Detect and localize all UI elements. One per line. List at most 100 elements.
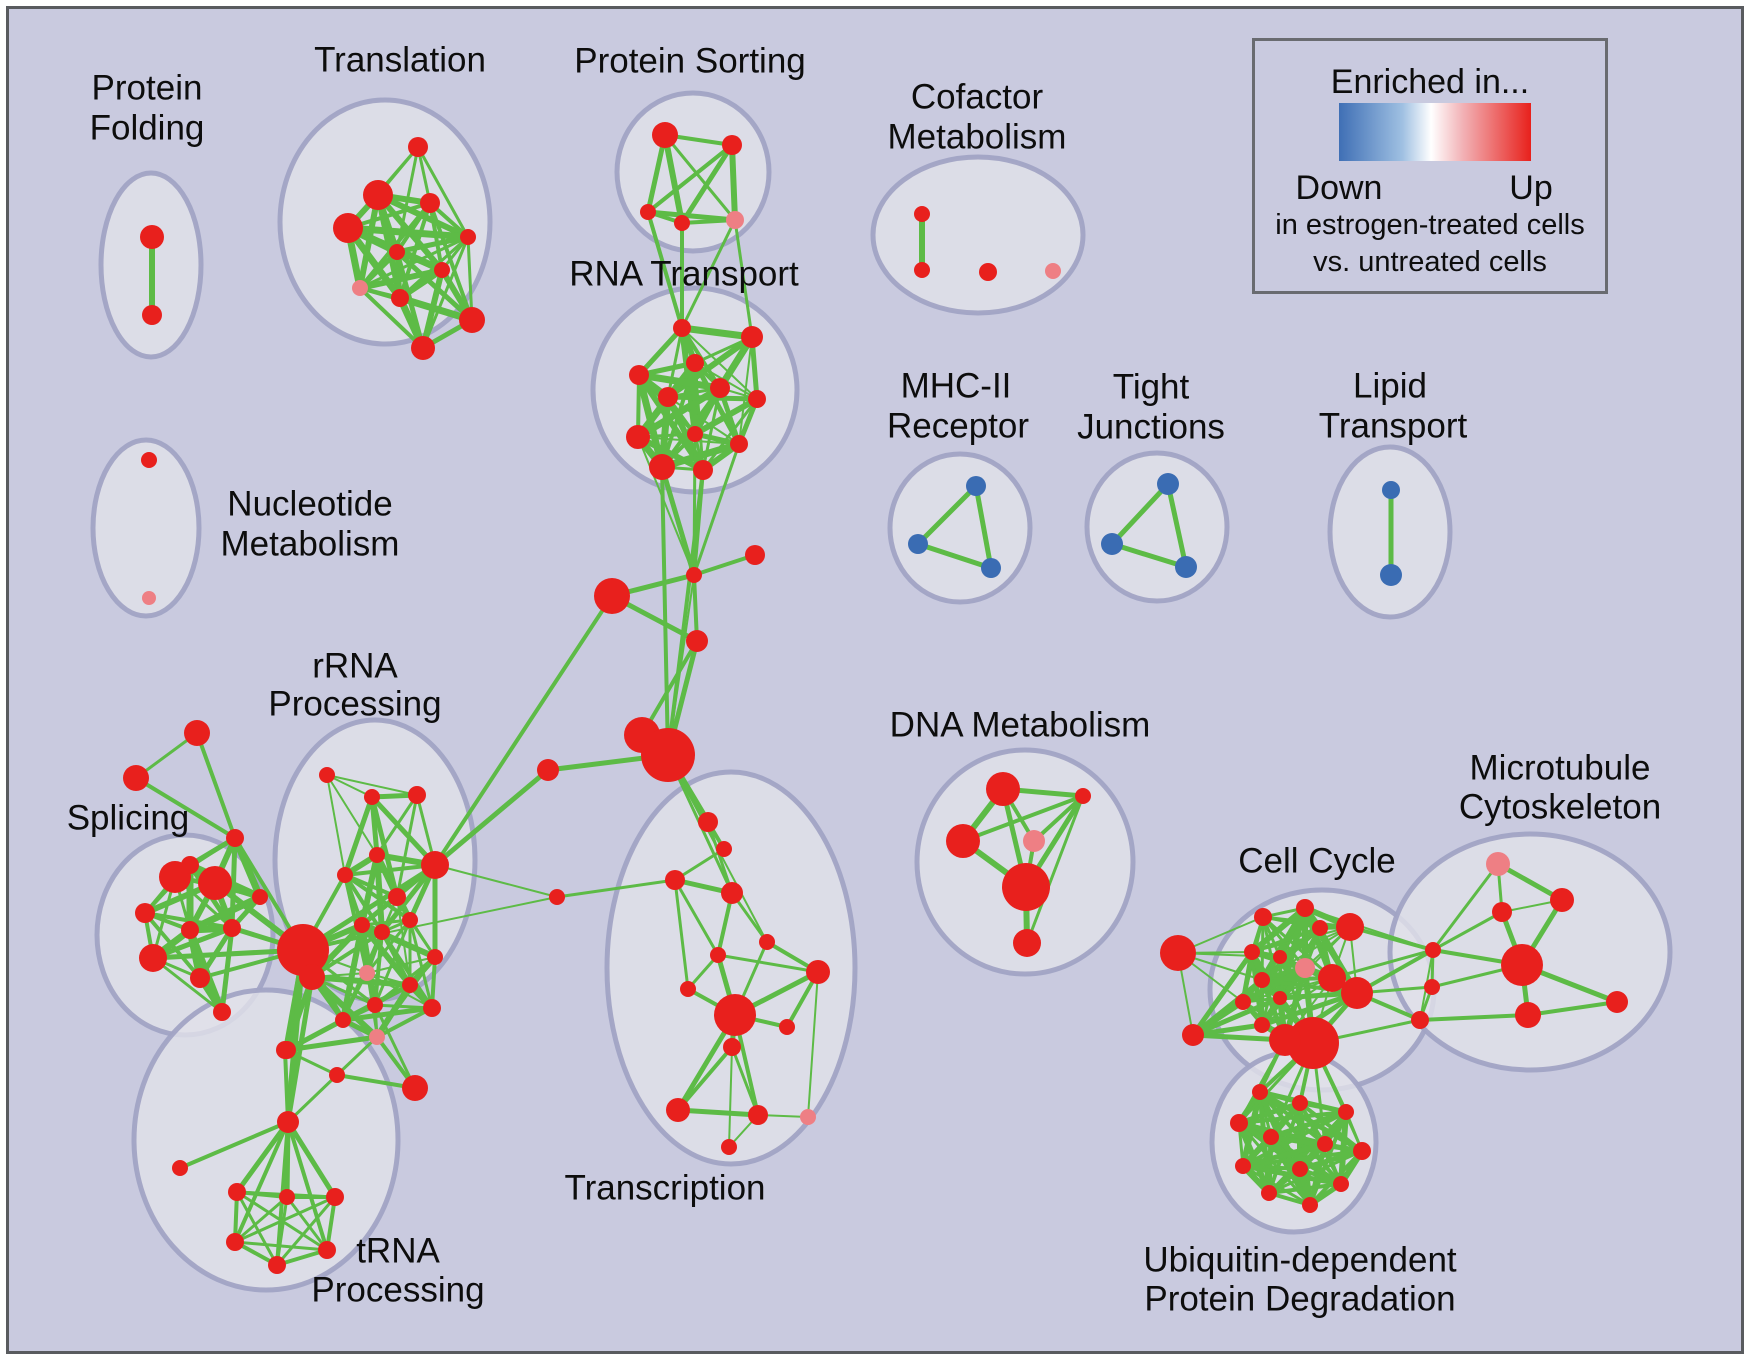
gene-set-node-rrna-processing[interactable] [337, 867, 353, 883]
gene-set-node-mhc-ii-receptor[interactable] [981, 558, 1001, 578]
gene-set-node-microtubule-cytoskeleton[interactable] [1501, 944, 1543, 986]
gene-set-node-protein-sorting[interactable] [726, 211, 744, 229]
gene-set-node-protein-folding[interactable] [140, 225, 164, 249]
gene-set-node-protein-sorting[interactable] [674, 215, 690, 231]
gene-set-node-splicing[interactable] [181, 921, 199, 939]
gene-set-node-rrna-processing[interactable] [374, 924, 390, 940]
gene-set-node-connectors[interactable] [745, 545, 765, 565]
gene-set-node-splicing[interactable] [184, 720, 210, 746]
gene-set-node-cell-cycle[interactable] [1254, 972, 1270, 988]
gene-set-node-rna-transport[interactable] [710, 378, 730, 398]
gene-set-node-transcription[interactable] [666, 1098, 690, 1122]
gene-set-node-lipid-transport[interactable] [1382, 481, 1400, 499]
gene-set-node-cell-cycle[interactable] [1254, 1017, 1270, 1033]
gene-set-node-dna-metabolism[interactable] [986, 772, 1020, 806]
gene-set-node-cell-cycle[interactable] [1318, 964, 1346, 992]
gene-set-node-rrna-processing[interactable] [277, 924, 329, 976]
gene-set-node-ubiquitin-degradation[interactable] [1333, 1176, 1349, 1192]
gene-set-node-splicing[interactable] [135, 903, 155, 923]
gene-set-node-rna-transport[interactable] [649, 454, 675, 480]
gene-set-node-protein-sorting[interactable] [652, 122, 678, 148]
gene-set-node-rna-transport[interactable] [741, 326, 763, 348]
gene-set-node-rna-transport[interactable] [687, 426, 703, 442]
gene-set-node-rrna-processing[interactable] [402, 912, 418, 928]
gene-set-node-microtubule-cytoskeleton[interactable] [1425, 942, 1441, 958]
gene-set-node-microtubule-cytoskeleton[interactable] [1411, 1011, 1429, 1029]
gene-set-node-trna-processing[interactable] [279, 1189, 295, 1205]
gene-set-node-trna-processing[interactable] [318, 1241, 336, 1259]
gene-set-node-cell-cycle[interactable] [1312, 920, 1328, 936]
gene-set-node-ubiquitin-degradation[interactable] [1292, 1095, 1308, 1111]
gene-set-node-dna-metabolism[interactable] [1002, 863, 1050, 911]
gene-set-node-nucleotide-metabolism[interactable] [141, 452, 157, 468]
gene-set-node-rrna-processing[interactable] [408, 786, 426, 804]
gene-set-node-rrna-processing[interactable] [402, 977, 418, 993]
gene-set-node-splicing[interactable] [190, 968, 210, 988]
gene-set-node-rrna-processing[interactable] [359, 965, 375, 981]
gene-set-node-cell-cycle[interactable] [1295, 958, 1315, 978]
gene-set-node-transcription[interactable] [759, 934, 775, 950]
gene-set-node-rrna-processing[interactable] [367, 997, 383, 1013]
gene-set-node-trna-processing[interactable] [228, 1183, 246, 1201]
gene-set-node-microtubule-cytoskeleton[interactable] [1606, 991, 1628, 1013]
gene-set-node-ubiquitin-degradation[interactable] [1261, 1185, 1277, 1201]
gene-set-node-translation[interactable] [460, 229, 476, 245]
gene-set-node-rna-transport[interactable] [626, 425, 650, 449]
gene-set-node-translation[interactable] [389, 244, 405, 260]
gene-set-node-connectors[interactable] [537, 759, 559, 781]
gene-set-node-transcription[interactable] [721, 882, 743, 904]
gene-set-node-transcription[interactable] [723, 1038, 741, 1056]
gene-set-node-tight-junctions[interactable] [1175, 556, 1197, 578]
gene-set-node-trna-processing[interactable] [329, 1067, 345, 1083]
gene-set-node-cell-cycle[interactable] [1182, 1024, 1204, 1046]
gene-set-node-rrna-processing[interactable] [421, 851, 449, 879]
gene-set-node-cell-cycle[interactable] [1160, 935, 1196, 971]
gene-set-node-transcription[interactable] [806, 960, 830, 984]
gene-set-node-ubiquitin-degradation[interactable] [1235, 1158, 1251, 1174]
gene-set-node-rrna-processing[interactable] [364, 789, 380, 805]
gene-set-node-trna-processing[interactable] [268, 1256, 286, 1274]
gene-set-node-rna-transport[interactable] [730, 435, 748, 453]
gene-set-node-translation[interactable] [408, 137, 428, 157]
gene-set-node-ubiquitin-degradation[interactable] [1317, 1136, 1333, 1152]
gene-set-node-translation[interactable] [333, 213, 363, 243]
gene-set-node-splicing[interactable] [181, 856, 199, 874]
gene-set-node-connectors[interactable] [686, 567, 702, 583]
gene-set-node-translation[interactable] [434, 262, 450, 278]
gene-set-node-ubiquitin-degradation[interactable] [1252, 1084, 1268, 1100]
gene-set-node-cell-cycle[interactable] [1254, 908, 1272, 926]
gene-set-node-ubiquitin-degradation[interactable] [1230, 1114, 1248, 1132]
gene-set-node-splicing[interactable] [139, 944, 167, 972]
gene-set-node-connectors[interactable] [549, 889, 565, 905]
gene-set-node-rrna-processing[interactable] [319, 767, 335, 783]
gene-set-node-protein-sorting[interactable] [722, 135, 742, 155]
gene-set-node-rna-transport[interactable] [693, 460, 713, 480]
gene-set-node-splicing[interactable] [252, 889, 268, 905]
gene-set-node-transcription[interactable] [665, 870, 685, 890]
gene-set-node-dna-metabolism[interactable] [1075, 788, 1091, 804]
gene-set-node-mhc-ii-receptor[interactable] [908, 534, 928, 554]
gene-set-node-cofactor-metabolism[interactable] [1045, 263, 1061, 279]
gene-set-node-ubiquitin-degradation[interactable] [1302, 1197, 1318, 1213]
gene-set-node-cell-cycle[interactable] [1287, 1017, 1339, 1069]
gene-set-node-rrna-processing[interactable] [427, 949, 443, 965]
gene-set-node-splicing[interactable] [123, 765, 149, 791]
gene-set-node-rna-transport[interactable] [686, 354, 704, 372]
gene-set-node-translation[interactable] [420, 193, 440, 213]
gene-set-node-connectors[interactable] [641, 728, 695, 782]
gene-set-node-transcription[interactable] [680, 981, 696, 997]
gene-set-node-connectors[interactable] [594, 578, 630, 614]
gene-set-node-rna-transport[interactable] [673, 319, 691, 337]
gene-set-node-splicing[interactable] [198, 866, 232, 900]
gene-set-node-connectors[interactable] [686, 630, 708, 652]
gene-set-node-trna-processing[interactable] [326, 1188, 344, 1206]
gene-set-node-cell-cycle[interactable] [1273, 991, 1287, 1005]
gene-set-node-trna-processing[interactable] [277, 1111, 299, 1133]
gene-set-node-nucleotide-metabolism[interactable] [142, 591, 156, 605]
gene-set-node-microtubule-cytoskeleton[interactable] [1515, 1002, 1541, 1028]
gene-set-node-cell-cycle[interactable] [1336, 913, 1364, 941]
gene-set-node-rrna-processing[interactable] [369, 1029, 385, 1045]
gene-set-node-cell-cycle[interactable] [1269, 1024, 1301, 1056]
gene-set-node-microtubule-cytoskeleton[interactable] [1550, 888, 1574, 912]
gene-set-node-rrna-processing[interactable] [423, 999, 441, 1017]
